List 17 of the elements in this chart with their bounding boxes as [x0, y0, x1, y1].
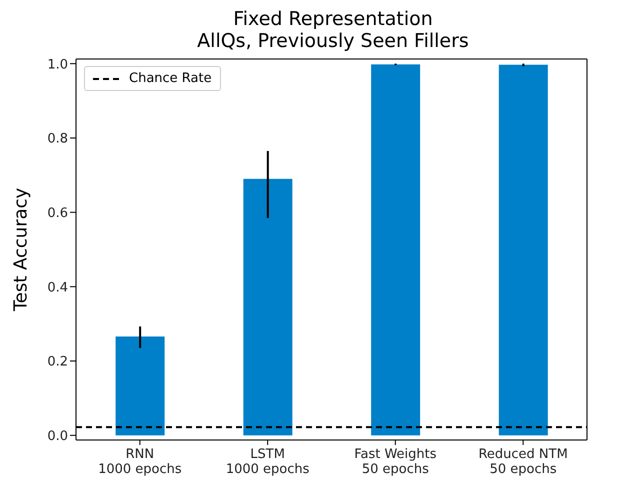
- bar: [116, 336, 165, 436]
- chart-title: Fixed Representation AllQs, Previously Seen Fillers: [196, 8, 470, 52]
- y-axis-title: Test Accuracy: [10, 187, 32, 312]
- y-tick-label: 0.4: [47, 280, 68, 296]
- bar: [498, 64, 548, 436]
- y-tick-label: 1.0: [47, 57, 68, 72]
- x-tick-label: LSTM 1000 epochs: [226, 447, 310, 477]
- bar: [243, 178, 292, 436]
- y-tick-label: 0.2: [47, 354, 68, 370]
- legend-label: Chance Rate: [129, 71, 212, 86]
- x-tick-label: Reduced NTM 50 epochs: [478, 447, 568, 477]
- bar: [371, 64, 420, 436]
- y-tick-label: 0.0: [47, 428, 68, 444]
- y-tick-label: 0.6: [47, 206, 68, 221]
- y-tick-label: 0.8: [47, 132, 68, 147]
- x-tick-label: RNN 1000 epochs: [98, 447, 182, 477]
- x-tick-label: Fast Weights 50 epochs: [354, 447, 437, 477]
